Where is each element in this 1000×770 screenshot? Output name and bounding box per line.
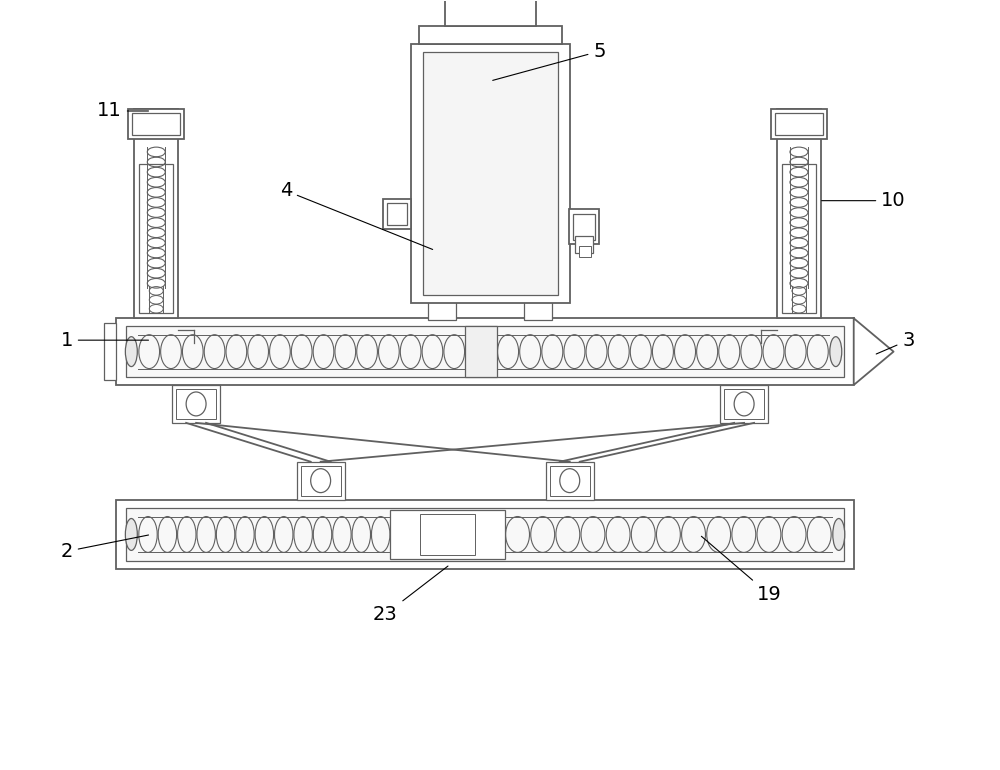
- Bar: [524, 298, 552, 320]
- Ellipse shape: [186, 392, 206, 416]
- Bar: [423, 52, 558, 296]
- Bar: [301, 466, 341, 496]
- Bar: [420, 514, 475, 555]
- Ellipse shape: [311, 469, 331, 493]
- Bar: [132, 113, 180, 135]
- Text: 1: 1: [60, 330, 148, 350]
- Text: 4: 4: [280, 181, 433, 249]
- Bar: [297, 462, 345, 500]
- Text: 3: 3: [876, 330, 915, 354]
- Bar: [383, 199, 411, 229]
- Polygon shape: [854, 318, 894, 385]
- Bar: [419, 26, 562, 44]
- Bar: [465, 326, 497, 377]
- Ellipse shape: [560, 469, 580, 493]
- Bar: [116, 500, 854, 569]
- Ellipse shape: [833, 518, 845, 551]
- Bar: [387, 203, 407, 225]
- Bar: [550, 466, 590, 496]
- Bar: [720, 385, 768, 423]
- Text: 2: 2: [60, 535, 149, 561]
- Text: 10: 10: [822, 191, 906, 210]
- Bar: [777, 109, 821, 318]
- Ellipse shape: [125, 336, 137, 367]
- Bar: [128, 109, 184, 139]
- Text: 5: 5: [493, 42, 606, 80]
- Bar: [573, 213, 595, 239]
- Bar: [134, 109, 178, 318]
- Bar: [569, 209, 599, 243]
- Bar: [390, 510, 505, 559]
- Bar: [445, 0, 536, 26]
- Bar: [771, 109, 827, 139]
- Bar: [139, 164, 173, 313]
- Bar: [126, 326, 844, 377]
- Bar: [176, 389, 216, 419]
- Bar: [546, 462, 594, 500]
- Text: 19: 19: [701, 536, 781, 604]
- Text: 23: 23: [373, 566, 448, 624]
- Bar: [411, 44, 570, 303]
- Bar: [428, 298, 456, 320]
- Bar: [575, 236, 593, 253]
- Bar: [126, 507, 844, 561]
- Bar: [775, 113, 823, 135]
- Text: 11: 11: [97, 102, 148, 120]
- Bar: [172, 385, 220, 423]
- Bar: [116, 318, 854, 385]
- Bar: [724, 389, 764, 419]
- Bar: [782, 164, 816, 313]
- Ellipse shape: [734, 392, 754, 416]
- Bar: [104, 323, 116, 380]
- Ellipse shape: [830, 336, 842, 367]
- Ellipse shape: [125, 518, 137, 551]
- Bar: [579, 246, 591, 257]
